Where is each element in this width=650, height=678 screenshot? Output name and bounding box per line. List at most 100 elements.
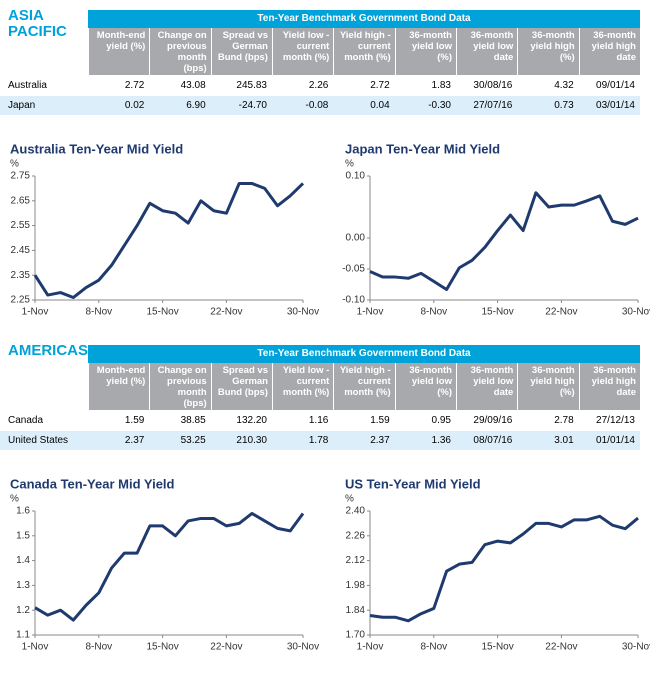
y-tick-label: 1.84 [346, 605, 366, 616]
x-tick-label: 30-Nov [287, 642, 319, 653]
column-header: Change on previous month (bps) [149, 28, 211, 75]
column-header: 36-month yield high (%) [517, 363, 579, 410]
y-tick-label: 2.65 [11, 195, 31, 206]
y-tick-label: 0.00 [346, 233, 366, 244]
chart-title: Japan Ten-Year Mid Yield [345, 141, 500, 156]
chart-title: US Ten-Year Mid Yield [345, 476, 481, 491]
row-name: Japan [8, 100, 36, 111]
region-label: AMERICAS [8, 342, 89, 359]
x-tick-label: 15-Nov [146, 307, 178, 318]
row-name: Australia [8, 80, 47, 91]
column-header: 36-month yield high (%) [517, 28, 579, 75]
cell: 132.20 [236, 415, 267, 426]
y-tick-label: 1.4 [16, 555, 30, 566]
cell: 53.25 [180, 435, 206, 446]
cell: 1.36 [431, 435, 451, 446]
cell: -0.08 [305, 100, 329, 111]
x-tick-label: 15-Nov [146, 642, 178, 653]
cell: 38.85 [180, 415, 206, 426]
y-tick-label: 2.55 [11, 220, 31, 231]
column-header: 36-month yield high date [578, 363, 640, 410]
y-tick-label: 1.70 [346, 630, 366, 641]
cell: 1.59 [124, 415, 145, 426]
cell: 2.37 [370, 435, 390, 446]
x-tick-label: 22-Nov [545, 642, 577, 653]
cell: 0.95 [431, 415, 451, 426]
cell: 2.37 [124, 435, 145, 446]
y-tick-label: 2.40 [346, 506, 366, 517]
cell: 09/01/14 [596, 80, 635, 91]
cell: 1.16 [308, 415, 329, 426]
y-axis-label: % [345, 159, 354, 170]
cell: 08/07/16 [473, 435, 513, 446]
column-header: 36-month yield low date [456, 363, 518, 410]
cell: 0.04 [370, 100, 390, 111]
cell: 01/01/14 [596, 435, 635, 446]
y-tick-label: 2.35 [11, 270, 31, 281]
cell: 43.08 [180, 80, 206, 91]
cell: 2.72 [124, 80, 145, 91]
row-name: United States [8, 435, 69, 446]
x-tick-label: 1-Nov [357, 307, 384, 318]
cell: 30/08/16 [473, 80, 513, 91]
cell: 1.59 [370, 415, 390, 426]
x-tick-label: 22-Nov [210, 642, 242, 653]
x-tick-label: 1-Nov [22, 307, 49, 318]
column-header: 36-month yield low (%) [394, 363, 456, 410]
y-tick-label: -0.10 [342, 295, 365, 306]
region-label: ASIA PACIFIC [8, 7, 67, 40]
y-tick-label: 1.6 [16, 506, 30, 517]
table-title: Ten-Year Benchmark Government Bond Data [88, 10, 640, 28]
y-tick-label: 2.25 [11, 295, 31, 306]
y-tick-label: 1.98 [346, 580, 366, 591]
x-tick-label: 15-Nov [481, 642, 513, 653]
chart-title: Australia Ten-Year Mid Yield [10, 141, 183, 156]
column-header: Month-end yield (%) [88, 28, 150, 75]
cell: 6.90 [186, 100, 206, 111]
column-header: Spread vs German Bund (bps) [210, 28, 272, 75]
x-tick-label: 22-Nov [210, 307, 242, 318]
y-tick-label: 2.12 [346, 555, 366, 566]
yield-line [369, 514, 639, 623]
column-header: Yield high - current month (%) [333, 28, 395, 75]
cell: -24.70 [238, 100, 267, 111]
x-tick-label: 15-Nov [481, 307, 513, 318]
cell: 245.83 [236, 80, 267, 91]
yield-line [33, 181, 305, 300]
y-axis-label: % [10, 159, 19, 170]
table-title: Ten-Year Benchmark Government Bond Data [88, 345, 640, 363]
cell: 1.78 [308, 435, 329, 446]
y-tick-label: 2.26 [346, 530, 366, 541]
cell: 2.72 [370, 80, 390, 91]
cell: 03/01/14 [596, 100, 635, 111]
x-tick-label: 30-Nov [622, 642, 650, 653]
y-tick-label: 0.10 [346, 171, 366, 182]
column-header: Month-end yield (%) [88, 363, 150, 410]
cell: 2.78 [554, 415, 574, 426]
table-row [0, 96, 640, 115]
x-tick-label: 22-Nov [545, 307, 577, 318]
x-tick-label: 30-Nov [622, 307, 650, 318]
y-tick-label: -0.05 [342, 264, 365, 275]
y-tick-label: 1.5 [16, 530, 30, 541]
cell: 0.73 [554, 100, 574, 111]
cell: 4.32 [554, 80, 574, 91]
cell: 3.01 [554, 435, 574, 446]
column-header: 36-month yield low (%) [394, 28, 456, 75]
x-tick-label: 8-Nov [420, 307, 447, 318]
y-tick-label: 2.45 [11, 245, 31, 256]
column-header: 36-month yield low date [456, 28, 518, 75]
x-tick-label: 8-Nov [85, 642, 112, 653]
column-header: Yield high - current month (%) [333, 363, 395, 410]
cell: -0.30 [428, 100, 451, 111]
x-tick-label: 1-Nov [22, 642, 49, 653]
x-tick-label: 1-Nov [357, 642, 384, 653]
cell: 1.83 [431, 80, 451, 91]
y-axis-label: % [345, 494, 354, 505]
y-tick-label: 1.2 [16, 605, 30, 616]
y-tick-label: 1.1 [16, 630, 30, 641]
yield-line [369, 191, 639, 291]
cell: 29/09/16 [473, 415, 513, 426]
column-header: Yield low - current month (%) [272, 363, 334, 410]
